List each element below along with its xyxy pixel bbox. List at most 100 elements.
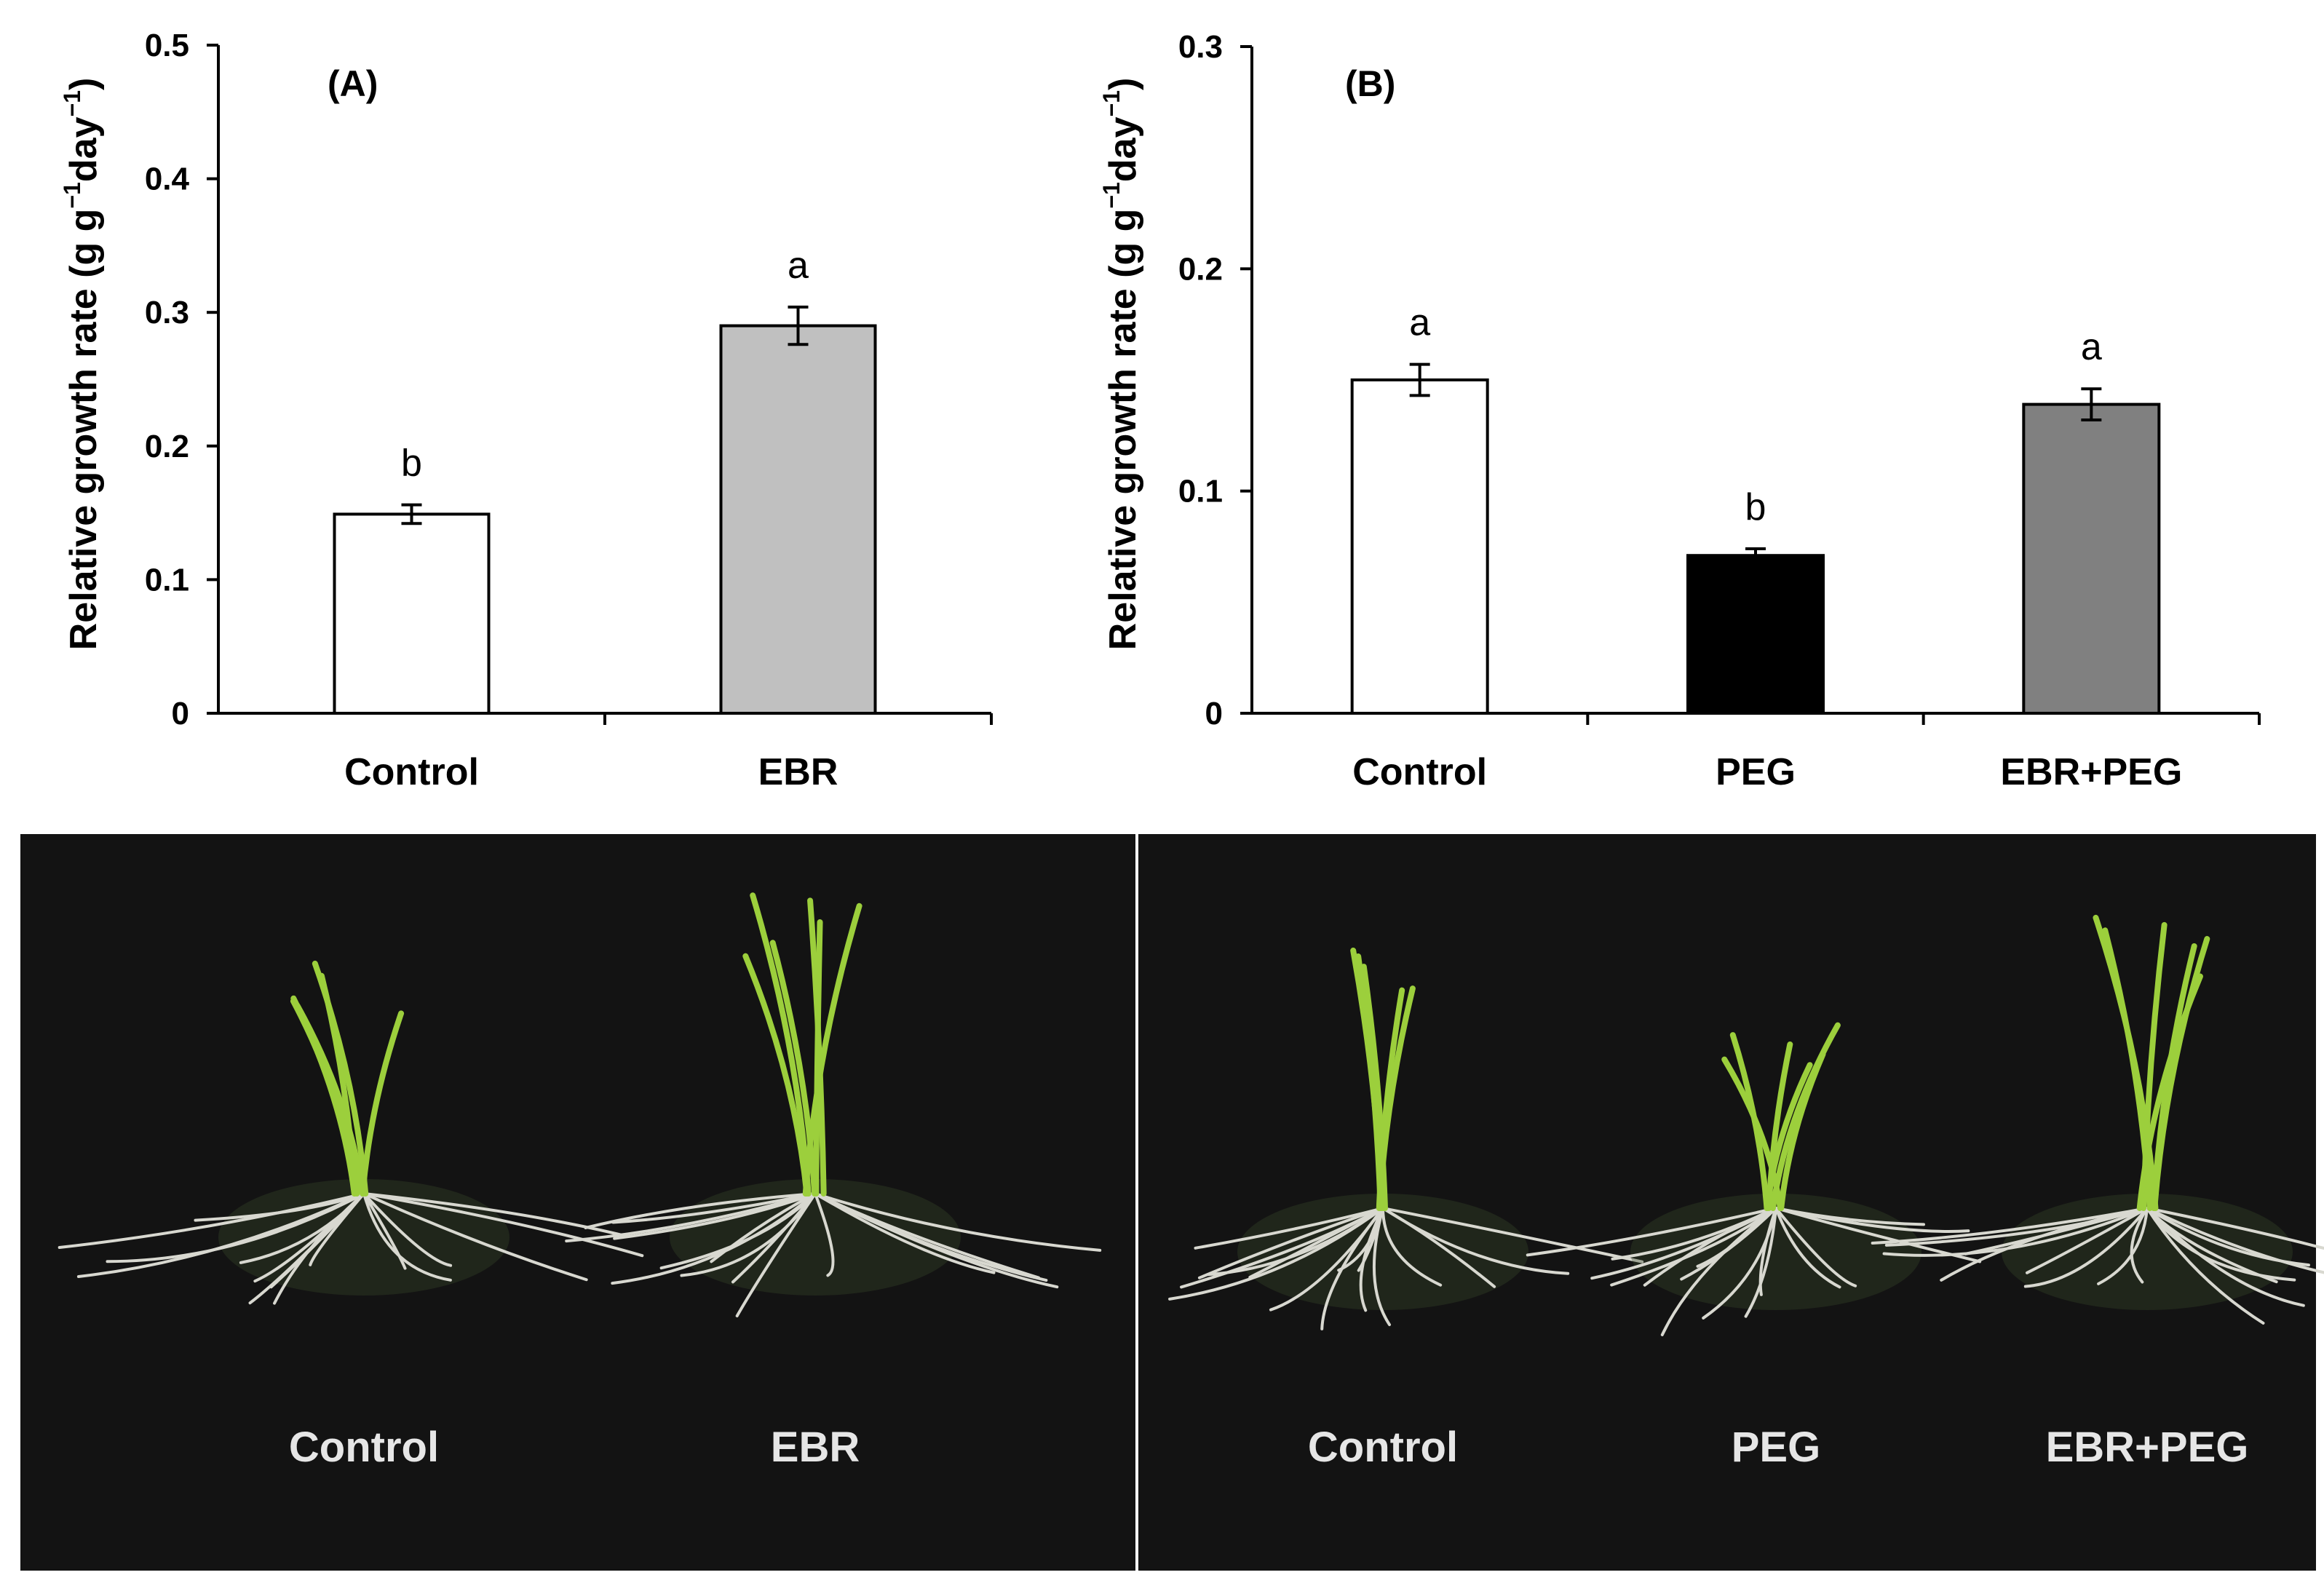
photo-label: EBR xyxy=(771,1424,860,1471)
seedling-root xyxy=(814,1192,835,1277)
seedling-root xyxy=(1590,1207,1777,1280)
seedling-root xyxy=(611,1192,817,1224)
seedling-leaf xyxy=(1769,1022,1841,1211)
seedling-root xyxy=(1774,1207,1857,1288)
seedling-leaf xyxy=(1729,1032,1770,1211)
chart-b: Relative growth rate (g g−1day−1) 0 0.1 0.… xyxy=(1098,29,2261,793)
photo-label: PEG xyxy=(1732,1424,1821,1471)
panel-label: (A) xyxy=(328,63,378,104)
seedling-leaf xyxy=(1778,1051,1826,1211)
seedling-root xyxy=(1774,1207,1841,1289)
seedling-root xyxy=(362,1192,407,1270)
photo-panel-b: Control PEG EBR+PEG xyxy=(1138,834,2324,1571)
bar xyxy=(719,324,877,715)
panel-label: (B) xyxy=(1345,63,1395,104)
chart-a: Relative growth rate (g g−1day−1) 0 0.1 0.… xyxy=(59,28,993,793)
y-tick-label: 0.2 xyxy=(145,429,189,464)
photo-panel-a: Control EBR xyxy=(20,834,1135,1571)
seedling-leaf xyxy=(290,995,357,1197)
y-tick-label: 0.4 xyxy=(145,162,190,197)
seedling-root xyxy=(814,1192,1102,1252)
seedling-root xyxy=(1381,1207,1644,1263)
y-tick-label: 0.2 xyxy=(1178,251,1223,287)
bar xyxy=(1350,378,1489,715)
seedling-root xyxy=(2146,1207,2324,1250)
significance-label: a xyxy=(1409,302,1430,344)
seedling-root xyxy=(248,1192,365,1305)
category-label: EBR xyxy=(758,751,838,793)
seedling-leaf xyxy=(312,960,369,1197)
photo-label: Control xyxy=(289,1424,439,1471)
significance-label: a xyxy=(788,245,809,287)
seedling-root xyxy=(1526,1207,1777,1257)
seedling-root xyxy=(1372,1207,1392,1327)
seedling-root xyxy=(1381,1207,1570,1275)
bar xyxy=(2022,402,2161,715)
category-label: PEG xyxy=(1716,751,1796,793)
significance-label: a xyxy=(2081,326,2102,368)
y-tick-label: 0.3 xyxy=(1178,29,1223,65)
y-axis-label-a: Relative growth rate (g g−1day−1) xyxy=(59,78,105,651)
seedling-leaf xyxy=(742,953,810,1197)
seedling-root xyxy=(814,1192,996,1274)
seedling-root xyxy=(1180,1207,1384,1289)
seedling-root xyxy=(76,1192,365,1278)
seedling-root xyxy=(611,1192,817,1285)
category-label: Control xyxy=(1352,751,1487,793)
seedling-root xyxy=(362,1192,588,1282)
seedling-root xyxy=(814,1192,1059,1289)
seedling-leaf xyxy=(1376,987,1405,1211)
seedling-root xyxy=(362,1192,644,1258)
seedling-root xyxy=(1320,1207,1384,1330)
seedling-root xyxy=(2146,1207,2265,1325)
seedling-leaf xyxy=(807,897,827,1197)
seedling-root xyxy=(362,1192,628,1238)
category-label: EBR+PEG xyxy=(2000,751,2182,793)
seedling-root xyxy=(57,1192,365,1250)
seedling-root xyxy=(1381,1207,1443,1287)
seedling-root xyxy=(680,1192,817,1277)
y-tick-label: 0.1 xyxy=(1178,474,1223,509)
seedling-root xyxy=(659,1192,817,1270)
seedling-leaf xyxy=(1766,1041,1793,1211)
y-tick-label: 0 xyxy=(172,696,189,731)
seedling-root xyxy=(584,1192,817,1229)
seedling-root xyxy=(2023,1207,2149,1288)
bar xyxy=(333,512,491,715)
y-tick-label: 0.3 xyxy=(145,295,189,330)
seedling-root xyxy=(2146,1207,2305,1307)
seedling-root xyxy=(1774,1207,1926,1226)
seedling-root xyxy=(362,1192,453,1267)
category-label: Control xyxy=(344,751,479,793)
photo-label: Control xyxy=(1308,1424,1458,1471)
seedling-root xyxy=(2146,1207,2324,1274)
significance-label: b xyxy=(401,443,422,485)
seedling-root xyxy=(1964,1207,2149,1255)
seedling-root xyxy=(1194,1207,1384,1250)
bar xyxy=(1686,554,1825,715)
y-tick-label: 0 xyxy=(1205,696,1223,731)
y-tick-label: 0.1 xyxy=(145,562,189,598)
seedling-leaf xyxy=(750,892,812,1197)
seedling-root xyxy=(1197,1207,1384,1279)
seedling-leaf xyxy=(2136,973,2203,1211)
seedling-root xyxy=(2025,1207,2149,1274)
seedling-root xyxy=(1882,1207,2149,1257)
seedling-root xyxy=(1744,1207,1777,1318)
seedling-root xyxy=(2097,1207,2149,1285)
seedling-leaf xyxy=(2152,936,2210,1211)
y-tick-label: 0.5 xyxy=(145,28,189,63)
seedling-leaf xyxy=(769,940,818,1197)
seedling-root xyxy=(2130,1207,2149,1284)
seedling-root xyxy=(1871,1207,2149,1245)
photo-label: EBR+PEG xyxy=(2046,1424,2249,1471)
seedling-root xyxy=(1359,1207,1384,1312)
seedling-root xyxy=(735,1192,817,1318)
seedling-root xyxy=(1206,1207,1384,1277)
seedling-root xyxy=(565,1192,817,1243)
significance-label: b xyxy=(1745,486,1766,528)
photo-background-b xyxy=(1138,834,2316,1571)
photo-background-a xyxy=(20,834,1135,1571)
seedling-root xyxy=(1660,1207,1777,1336)
